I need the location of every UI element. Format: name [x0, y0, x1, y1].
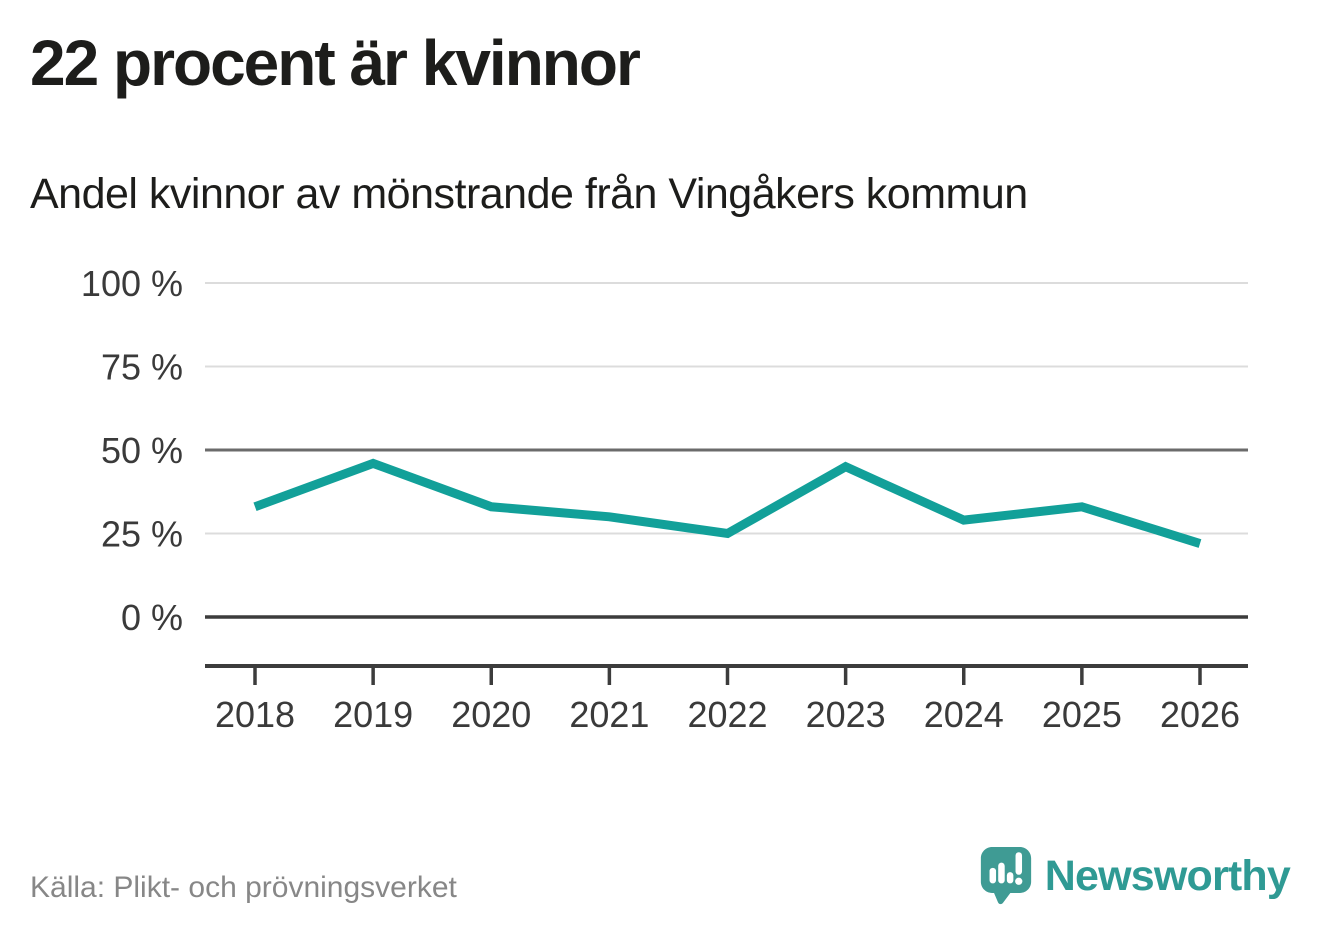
- x-tick-label: 2025: [1042, 694, 1122, 735]
- x-tick-label: 2022: [687, 694, 767, 735]
- newsworthy-logo-text: Newsworthy: [1044, 852, 1291, 900]
- x-tick-label: 2026: [1160, 694, 1240, 735]
- y-tick-label: 75 %: [101, 347, 183, 388]
- y-tick-label: 0 %: [121, 597, 183, 638]
- exclamation-icon: [1015, 852, 1022, 875]
- x-tick-label: 2021: [569, 694, 649, 735]
- y-tick-label: 50 %: [101, 430, 183, 471]
- y-tick-label: 25 %: [101, 514, 183, 555]
- newsworthy-logo: Newsworthy: [980, 846, 1291, 907]
- x-tick-label: 2018: [215, 694, 295, 735]
- chart-title: Andel kvinnor av mönstrande från Vingåke…: [30, 170, 1028, 218]
- bar-icon: [997, 862, 1005, 884]
- bar-icon: [989, 867, 996, 884]
- bar-icon: [1006, 872, 1014, 884]
- series-line: [253, 458, 1202, 548]
- x-tick-label: 2019: [333, 694, 413, 735]
- newsworthy-bubble-chart-icon: [980, 846, 1032, 907]
- speech-bubble-shape: [980, 847, 1031, 905]
- source-note: Källa: Plikt- och prövningsverket: [30, 871, 457, 904]
- headline: 22 procent är kvinnor: [30, 27, 641, 99]
- y-tick-label: 100 %: [81, 263, 183, 304]
- exclamation-dot-icon: [1014, 877, 1023, 885]
- x-tick-label: 2024: [924, 694, 1004, 735]
- x-tick-label: 2023: [806, 694, 886, 735]
- x-tick-label: 2020: [451, 694, 531, 735]
